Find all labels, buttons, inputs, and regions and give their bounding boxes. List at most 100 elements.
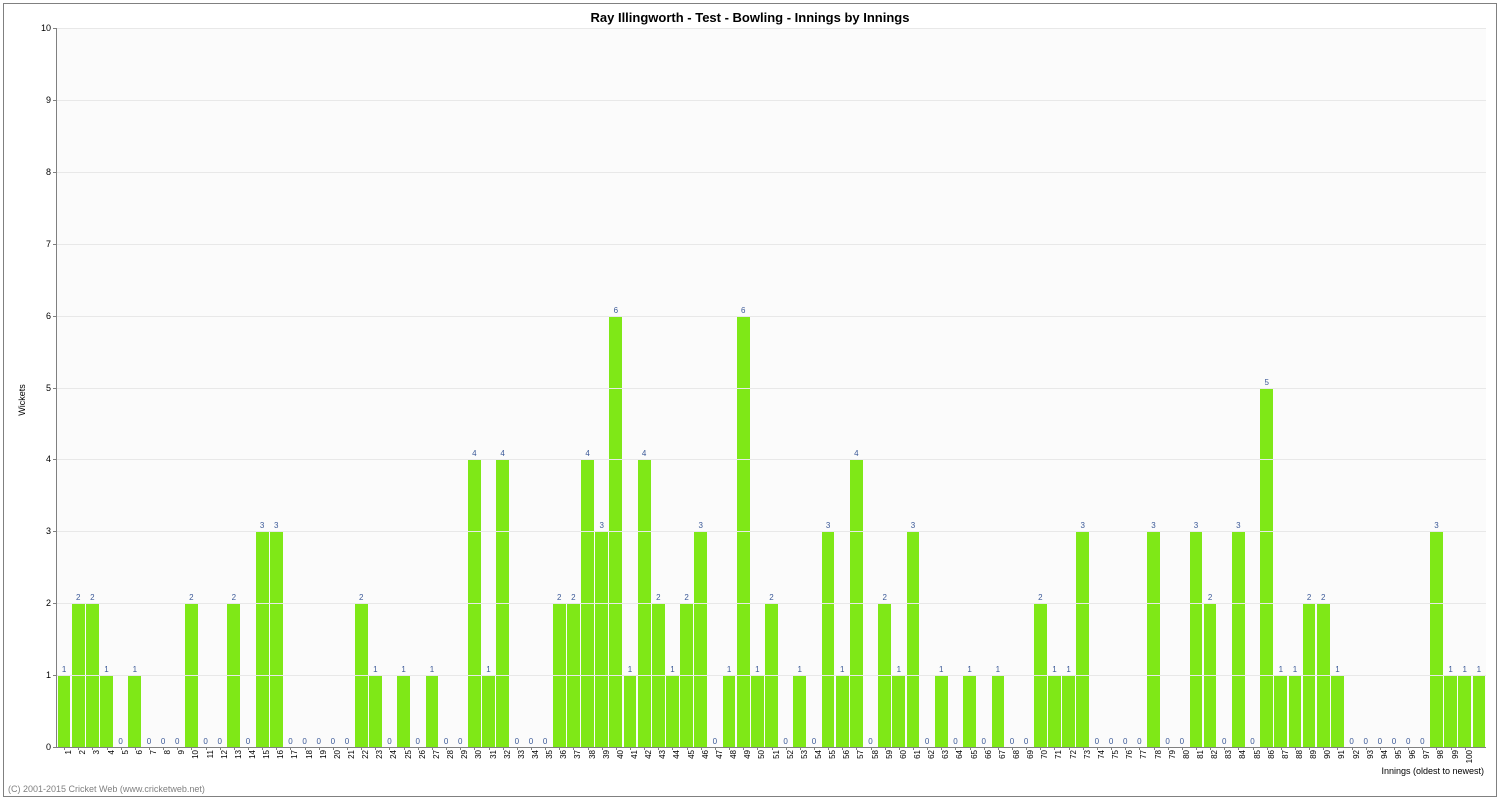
y-tick-mark (53, 244, 57, 245)
x-tick-mark (743, 747, 744, 750)
x-tick-label: 61 (913, 750, 922, 759)
x-tick-label: 96 (1408, 750, 1417, 759)
x-tick-mark (545, 747, 546, 750)
bar-value-label: 0 (783, 737, 787, 746)
x-tick-label: 40 (616, 750, 625, 759)
x-tick-mark (149, 747, 150, 750)
y-axis-label: Wickets (17, 384, 27, 416)
bar-value-label: 0 (1378, 737, 1382, 746)
x-tick-mark (1436, 747, 1437, 750)
bar-value-label: 1 (104, 665, 108, 674)
bar-value-label: 3 (260, 521, 264, 530)
x-tick-mark (305, 747, 306, 750)
x-tick-mark (970, 747, 971, 750)
bar-value-label: 1 (133, 665, 137, 674)
x-tick-label: 39 (602, 750, 611, 759)
x-tick-label: 66 (984, 750, 993, 759)
x-tick-mark (757, 747, 758, 750)
bar-value-label: 2 (1307, 593, 1311, 602)
x-tick-mark (1168, 747, 1169, 750)
bar: 3 (694, 531, 707, 747)
bar-value-label: 1 (798, 665, 802, 674)
x-tick-mark (64, 747, 65, 750)
x-tick-label: 81 (1196, 750, 1205, 759)
bar-value-label: 2 (684, 593, 688, 602)
bar-value-label: 0 (387, 737, 391, 746)
bar-value-label: 2 (76, 593, 80, 602)
x-tick-label: 19 (319, 750, 328, 759)
x-tick-label: 34 (531, 750, 540, 759)
x-tick-mark (1139, 747, 1140, 750)
bar: 1 (482, 675, 495, 747)
x-tick-mark (1366, 747, 1367, 750)
x-tick-label: 54 (814, 750, 823, 759)
bar: 1 (1062, 675, 1075, 747)
x-tick-label: 51 (772, 750, 781, 759)
bar-value-label: 2 (571, 593, 575, 602)
x-tick-label: 62 (927, 750, 936, 759)
x-tick-label: 92 (1352, 750, 1361, 759)
bar-value-label: 1 (1477, 665, 1481, 674)
y-tick-mark (53, 316, 57, 317)
x-tick-mark (1125, 747, 1126, 750)
x-tick-label: 80 (1182, 750, 1191, 759)
bar-value-label: 3 (826, 521, 830, 530)
x-tick-mark (78, 747, 79, 750)
bar-value-label: 1 (1293, 665, 1297, 674)
bar: 3 (270, 531, 283, 747)
x-tick-label: 15 (262, 750, 271, 759)
x-tick-mark (1323, 747, 1324, 750)
x-tick-label: 57 (856, 750, 865, 759)
x-tick-mark (1253, 747, 1254, 750)
bar-value-label: 2 (232, 593, 236, 602)
gridline (57, 675, 1486, 676)
bar-value-label: 1 (1066, 665, 1070, 674)
bar: 1 (426, 675, 439, 747)
bar-value-label: 1 (1052, 665, 1056, 674)
bar: 3 (595, 531, 608, 747)
bar-value-label: 5 (1264, 378, 1268, 387)
x-tick-mark (1352, 747, 1353, 750)
x-tick-mark (1069, 747, 1070, 750)
x-tick-mark (1012, 747, 1013, 750)
y-tick-mark (53, 531, 57, 532)
x-tick-mark (177, 747, 178, 750)
x-tick-mark (672, 747, 673, 750)
bar-value-label: 4 (585, 449, 589, 458)
y-tick-label: 1 (46, 670, 51, 680)
x-tick-label: 71 (1054, 750, 1063, 759)
gridline (57, 603, 1486, 604)
bar: 1 (1458, 675, 1471, 747)
x-tick-mark (531, 747, 532, 750)
x-tick-mark (602, 747, 603, 750)
x-tick-label: 7 (149, 750, 158, 754)
x-tick-label: 55 (828, 750, 837, 759)
x-tick-label: 14 (248, 750, 257, 759)
x-tick-mark (885, 747, 886, 750)
x-tick-label: 35 (545, 750, 554, 759)
y-tick-label: 4 (46, 454, 51, 464)
x-tick-label: 67 (998, 750, 1007, 759)
bar-value-label: 2 (882, 593, 886, 602)
bar-value-label: 2 (189, 593, 193, 602)
x-tick-label: 28 (446, 750, 455, 759)
bar-value-label: 2 (1321, 593, 1325, 602)
bar-value-label: 0 (1010, 737, 1014, 746)
x-tick-label: 50 (757, 750, 766, 759)
bar-value-label: 0 (925, 737, 929, 746)
x-tick-label: 10 (191, 750, 200, 759)
bar-value-label: 0 (543, 737, 547, 746)
x-tick-mark (290, 747, 291, 750)
y-tick-mark (53, 100, 57, 101)
bar-value-label: 0 (203, 737, 207, 746)
x-tick-mark (913, 747, 914, 750)
x-tick-label: 59 (885, 750, 894, 759)
bar-value-label: 4 (472, 449, 476, 458)
x-tick-label: 41 (630, 750, 639, 759)
bar-value-label: 4 (500, 449, 504, 458)
bar-value-label: 0 (1109, 737, 1113, 746)
x-tick-mark (715, 747, 716, 750)
bar: 1 (1473, 675, 1486, 747)
x-tick-label: 43 (658, 750, 667, 759)
bar: 1 (963, 675, 976, 747)
